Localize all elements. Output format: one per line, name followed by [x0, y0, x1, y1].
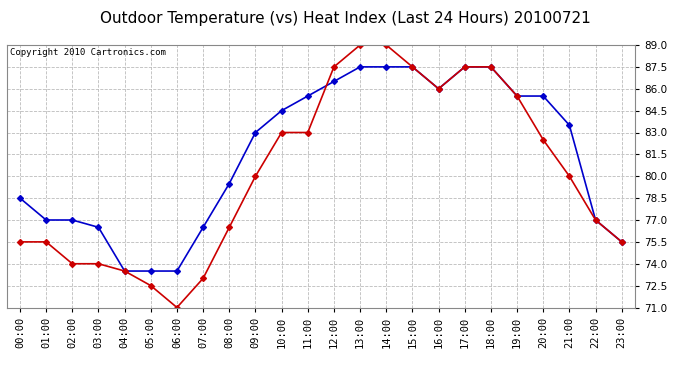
Text: Copyright 2010 Cartronics.com: Copyright 2010 Cartronics.com — [10, 48, 166, 57]
Text: Outdoor Temperature (vs) Heat Index (Last 24 Hours) 20100721: Outdoor Temperature (vs) Heat Index (Las… — [99, 11, 591, 26]
